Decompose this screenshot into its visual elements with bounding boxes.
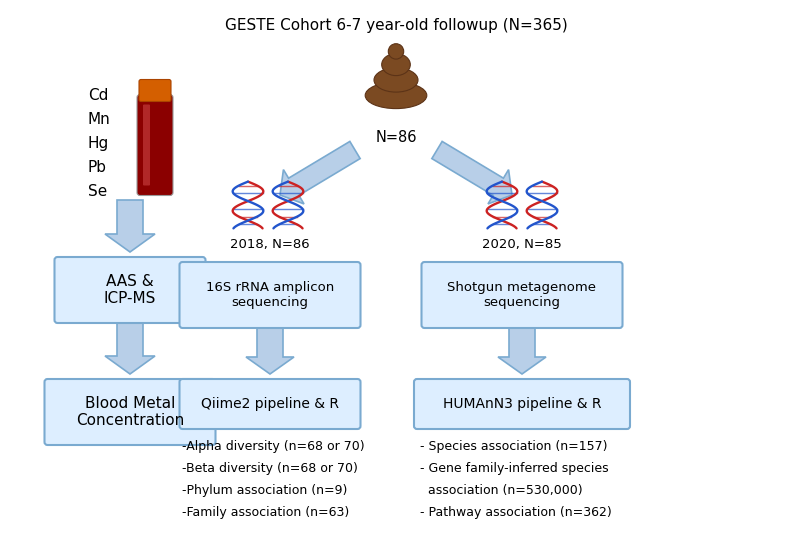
Text: AAS &
ICP-MS: AAS & ICP-MS (104, 274, 156, 306)
Text: Qiime2 pipeline & R: Qiime2 pipeline & R (201, 397, 339, 411)
Text: 2020, N=85: 2020, N=85 (482, 237, 562, 250)
Polygon shape (105, 200, 155, 252)
Text: - Pathway association (n=362): - Pathway association (n=362) (420, 506, 611, 519)
FancyBboxPatch shape (55, 257, 205, 323)
FancyBboxPatch shape (180, 379, 360, 429)
Text: 16S rRNA amplicon
sequencing: 16S rRNA amplicon sequencing (206, 281, 334, 309)
Ellipse shape (374, 68, 418, 92)
Text: - Gene family-inferred species: - Gene family-inferred species (420, 462, 608, 475)
Text: Se: Se (88, 184, 107, 198)
Text: Blood Metal
Concentration: Blood Metal Concentration (76, 396, 184, 428)
Text: -Phylum association (n=9): -Phylum association (n=9) (182, 484, 348, 497)
Text: Mn: Mn (88, 111, 111, 127)
Text: -Beta diversity (n=68 or 70): -Beta diversity (n=68 or 70) (182, 462, 358, 475)
Text: GESTE Cohort 6-7 year-old followup (N=365): GESTE Cohort 6-7 year-old followup (N=36… (225, 18, 567, 33)
FancyBboxPatch shape (180, 262, 360, 328)
FancyBboxPatch shape (421, 262, 623, 328)
Polygon shape (246, 327, 294, 374)
Text: N=86: N=86 (375, 130, 417, 145)
Text: association (n=530,000): association (n=530,000) (420, 484, 583, 497)
Polygon shape (432, 142, 512, 204)
Ellipse shape (388, 44, 404, 59)
FancyBboxPatch shape (139, 80, 171, 101)
Ellipse shape (365, 82, 427, 109)
Polygon shape (498, 327, 546, 374)
FancyBboxPatch shape (44, 379, 215, 445)
Text: Hg: Hg (88, 136, 109, 151)
Text: Shotgun metagenome
sequencing: Shotgun metagenome sequencing (447, 281, 596, 309)
FancyBboxPatch shape (143, 105, 150, 185)
Text: - Species association (n=157): - Species association (n=157) (420, 440, 607, 453)
Text: -Alpha diversity (n=68 or 70): -Alpha diversity (n=68 or 70) (182, 440, 364, 453)
FancyBboxPatch shape (137, 95, 173, 195)
FancyBboxPatch shape (414, 379, 630, 429)
Text: Cd: Cd (88, 87, 109, 102)
Text: 2018, N=86: 2018, N=86 (230, 237, 310, 250)
Polygon shape (280, 142, 360, 204)
Polygon shape (105, 322, 155, 374)
Text: HUMAnN3 pipeline & R: HUMAnN3 pipeline & R (443, 397, 601, 411)
Text: Pb: Pb (88, 160, 107, 175)
Ellipse shape (382, 54, 410, 76)
Text: -Family association (n=63): -Family association (n=63) (182, 506, 349, 519)
